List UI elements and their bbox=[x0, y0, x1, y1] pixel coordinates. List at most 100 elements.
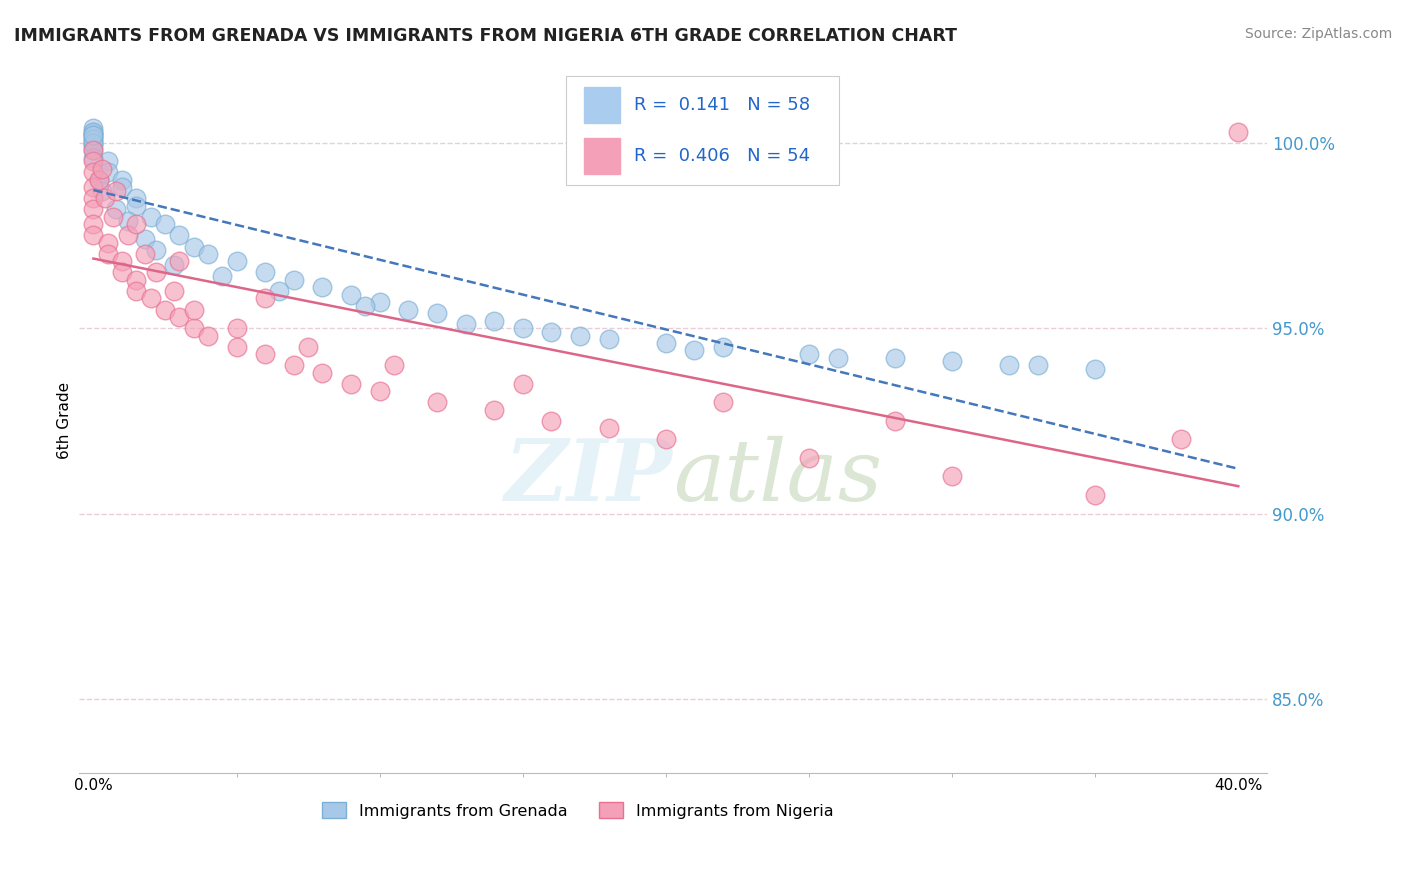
Text: ZIP: ZIP bbox=[505, 435, 673, 519]
Point bbox=[941, 469, 963, 483]
Point bbox=[125, 191, 148, 205]
Point bbox=[711, 395, 734, 409]
Point bbox=[254, 292, 277, 306]
Point bbox=[655, 433, 678, 447]
Point bbox=[540, 414, 562, 428]
Point bbox=[139, 210, 162, 224]
Point bbox=[82, 132, 104, 146]
Point bbox=[82, 124, 104, 138]
Point bbox=[103, 210, 125, 224]
Point bbox=[111, 173, 134, 187]
Point bbox=[1084, 362, 1107, 376]
Point bbox=[225, 321, 247, 335]
Point bbox=[368, 384, 391, 398]
Point bbox=[883, 414, 905, 428]
Point bbox=[82, 136, 104, 150]
Point bbox=[97, 165, 120, 179]
Point bbox=[426, 395, 449, 409]
Point bbox=[82, 151, 104, 165]
Point bbox=[396, 302, 419, 317]
Point bbox=[254, 265, 277, 279]
Text: IMMIGRANTS FROM GRENADA VS IMMIGRANTS FROM NIGERIA 6TH GRADE CORRELATION CHART: IMMIGRANTS FROM GRENADA VS IMMIGRANTS FR… bbox=[14, 27, 957, 45]
Point bbox=[125, 217, 148, 231]
Point bbox=[97, 154, 120, 169]
Point bbox=[153, 217, 176, 231]
Point bbox=[111, 265, 134, 279]
Point bbox=[598, 332, 620, 346]
Point bbox=[311, 366, 333, 380]
Point bbox=[97, 247, 120, 261]
Point bbox=[82, 139, 104, 153]
Point bbox=[482, 402, 505, 417]
Point bbox=[225, 254, 247, 268]
Point bbox=[82, 132, 104, 146]
Point bbox=[82, 180, 104, 194]
Point bbox=[82, 154, 104, 169]
Point bbox=[183, 321, 205, 335]
Point bbox=[91, 161, 114, 176]
FancyBboxPatch shape bbox=[567, 76, 839, 185]
Point bbox=[297, 340, 319, 354]
Point bbox=[941, 354, 963, 368]
Point bbox=[153, 302, 176, 317]
Point bbox=[82, 165, 104, 179]
Point bbox=[340, 287, 363, 301]
Point bbox=[162, 258, 184, 272]
Point bbox=[89, 173, 111, 187]
Point bbox=[82, 143, 104, 157]
Bar bbox=[583, 87, 620, 123]
Point bbox=[162, 284, 184, 298]
Point bbox=[82, 191, 104, 205]
Text: Source: ZipAtlas.com: Source: ZipAtlas.com bbox=[1244, 27, 1392, 41]
Point bbox=[111, 254, 134, 268]
Point bbox=[125, 284, 148, 298]
Point bbox=[105, 202, 128, 217]
Point bbox=[183, 302, 205, 317]
Point bbox=[82, 128, 104, 143]
Point bbox=[540, 325, 562, 339]
Point bbox=[82, 217, 104, 231]
Point bbox=[145, 265, 167, 279]
Point bbox=[1026, 358, 1049, 372]
Point bbox=[134, 232, 156, 246]
Point bbox=[82, 120, 104, 135]
Point bbox=[89, 173, 111, 187]
Point bbox=[382, 358, 405, 372]
Text: atlas: atlas bbox=[673, 436, 882, 518]
Point bbox=[145, 244, 167, 258]
Point bbox=[94, 191, 117, 205]
Point bbox=[117, 228, 139, 243]
Point bbox=[598, 421, 620, 435]
Point bbox=[105, 184, 128, 198]
Point bbox=[82, 136, 104, 150]
Point bbox=[82, 228, 104, 243]
Point bbox=[183, 239, 205, 253]
Point bbox=[482, 314, 505, 328]
Point bbox=[683, 343, 706, 358]
Point bbox=[883, 351, 905, 365]
Point bbox=[1227, 124, 1250, 138]
Point bbox=[91, 184, 114, 198]
Point bbox=[569, 328, 592, 343]
Point bbox=[998, 358, 1021, 372]
Point bbox=[82, 143, 104, 157]
Point bbox=[125, 199, 148, 213]
Point bbox=[454, 318, 477, 332]
Point bbox=[197, 247, 219, 261]
Point bbox=[311, 280, 333, 294]
Point bbox=[512, 321, 534, 335]
Point bbox=[82, 202, 104, 217]
Text: R =  0.406   N = 54: R = 0.406 N = 54 bbox=[634, 146, 810, 165]
Point bbox=[512, 376, 534, 391]
Point bbox=[368, 295, 391, 310]
Point bbox=[655, 335, 678, 350]
Point bbox=[169, 310, 191, 324]
Point bbox=[211, 269, 233, 284]
Legend: Immigrants from Grenada, Immigrants from Nigeria: Immigrants from Grenada, Immigrants from… bbox=[316, 796, 841, 825]
Point bbox=[125, 273, 148, 287]
Point bbox=[117, 213, 139, 227]
Point bbox=[426, 306, 449, 320]
Point bbox=[1170, 433, 1192, 447]
Point bbox=[283, 273, 305, 287]
Point bbox=[254, 347, 277, 361]
